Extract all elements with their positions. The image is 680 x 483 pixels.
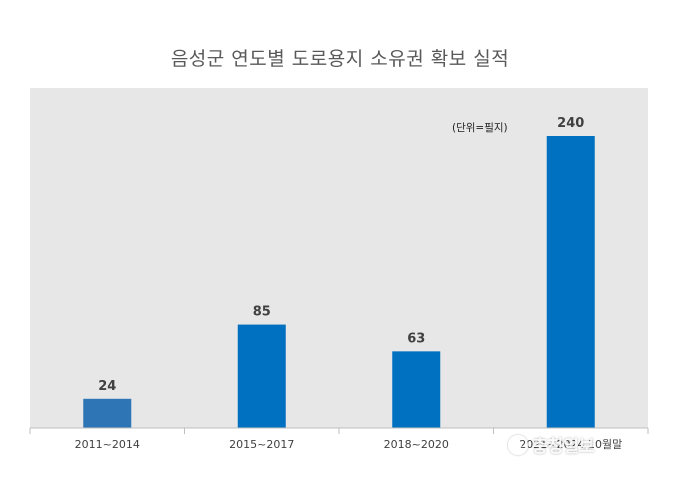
plot-area bbox=[30, 88, 648, 428]
category-label-4: 2021~2024.10월말 bbox=[519, 438, 622, 451]
category-label-2: 2015~2017 bbox=[229, 438, 294, 451]
bar-1 bbox=[83, 398, 132, 428]
category-label-1: 2011~2014 bbox=[75, 438, 140, 451]
circle-logo-icon bbox=[508, 434, 528, 455]
bar-4 bbox=[546, 136, 595, 428]
data-label-1: 24 bbox=[98, 379, 116, 394]
data-label-4: 240 bbox=[557, 116, 584, 131]
unit-note: (단위=필지) bbox=[452, 122, 508, 134]
bar-2 bbox=[237, 324, 286, 428]
watermark: 충청일보 bbox=[508, 432, 595, 457]
category-label-3: 2018~2020 bbox=[384, 438, 449, 451]
bar-3 bbox=[392, 351, 441, 428]
watermark-text: 충청일보 bbox=[532, 437, 595, 457]
chart-title: 음성군 연도별 도로용지 소유권 확보 실적 bbox=[170, 48, 510, 70]
data-label-2: 85 bbox=[253, 305, 271, 320]
data-label-3: 63 bbox=[407, 331, 425, 346]
